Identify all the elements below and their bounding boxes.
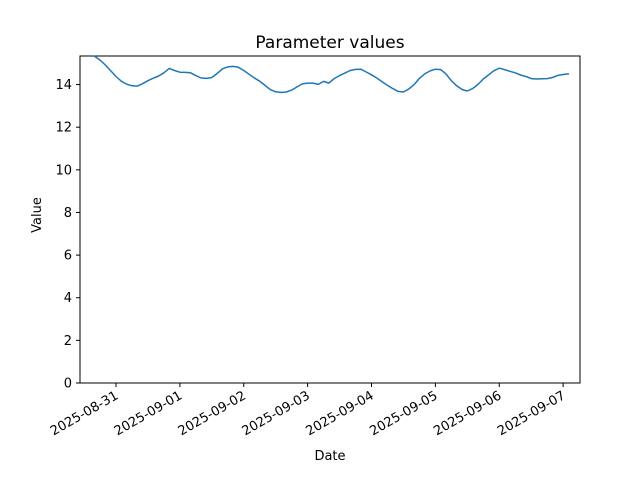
y-tick-label: 2 (64, 334, 72, 349)
y-tick-label: 0 (64, 377, 72, 392)
axes-frame (79, 55, 581, 384)
x-tick-label: 2025-09-05 (367, 388, 440, 439)
chart-title: Parameter values (255, 33, 405, 53)
y-tick-label: 6 (64, 249, 72, 264)
x-tick-label: 2025-09-03 (240, 388, 313, 439)
y-tick-label: 4 (64, 291, 72, 306)
x-tick-label: 2025-09-02 (176, 388, 249, 439)
y-tick-label: 14 (55, 78, 72, 93)
x-tick-label: 2025-09-06 (431, 388, 504, 439)
y-tick-label: 8 (64, 206, 72, 221)
x-tick-label: 2025-09-07 (495, 388, 568, 439)
x-tick-label: 2025-09-01 (112, 388, 185, 439)
series-line (93, 55, 570, 94)
y-tick-label: 12 (55, 121, 72, 136)
y-tick-label: 10 (55, 163, 72, 178)
x-tick-label: 2025-08-31 (48, 388, 121, 439)
x-axis-label: Date (314, 449, 346, 464)
x-tick-label: 2025-09-04 (304, 388, 377, 439)
